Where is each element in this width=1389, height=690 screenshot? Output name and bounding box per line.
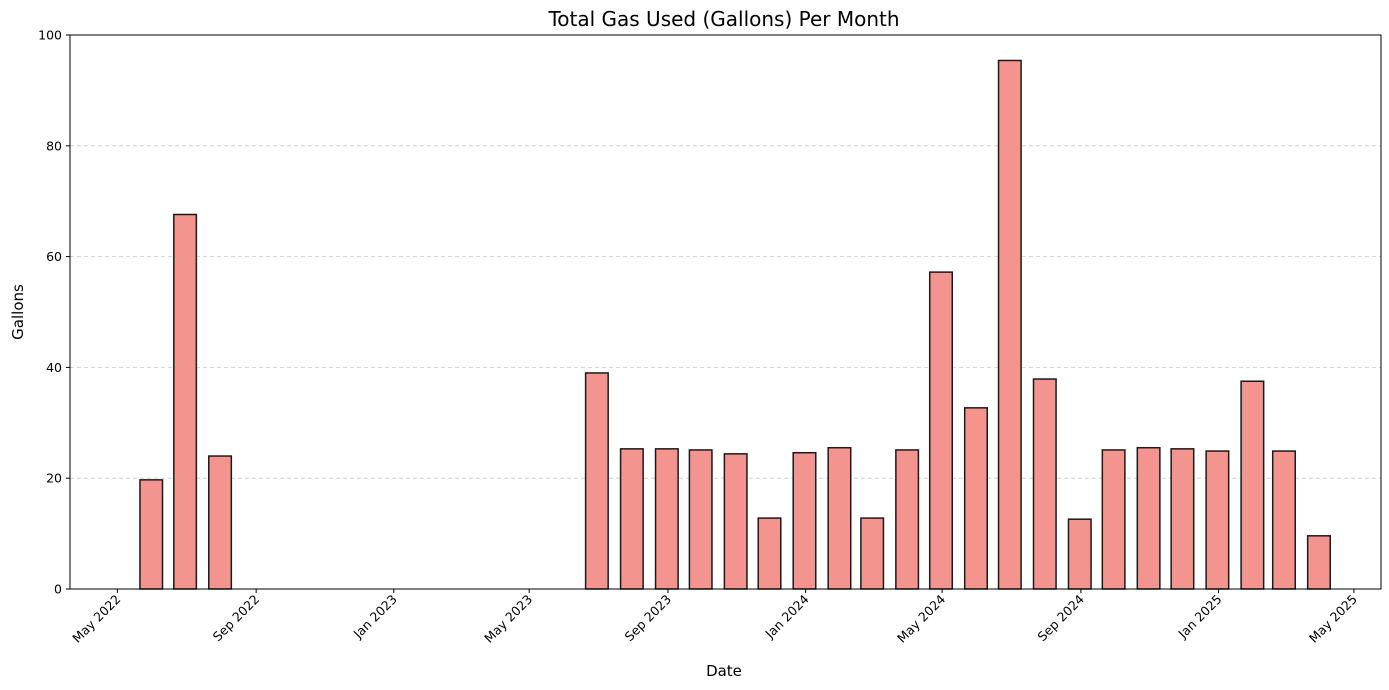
bar: [584, 372, 609, 590]
bar: [139, 479, 164, 590]
y-tick-label: 100: [38, 28, 62, 43]
bar: [1205, 450, 1230, 590]
x-axis-label: Date: [706, 662, 742, 680]
bar: [997, 59, 1022, 590]
bar: [688, 449, 713, 590]
bar: [654, 448, 679, 590]
bar: [928, 271, 954, 590]
plot-frame: [69, 34, 1382, 590]
bars: [139, 59, 1331, 590]
y-tick-label: 20: [46, 471, 62, 486]
bar: [723, 453, 748, 590]
bar: [860, 517, 885, 590]
y-axis-ticks: 0 20 40 60 80 100: [38, 28, 70, 597]
bar: [1101, 449, 1126, 590]
bar: [1306, 535, 1331, 590]
bar: [1136, 446, 1161, 590]
bar: [963, 407, 988, 590]
bar: [173, 213, 198, 590]
y-tick-label: 60: [46, 249, 62, 264]
chart-title: Total Gas Used (Gallons) Per Month: [547, 7, 899, 31]
y-tick-label: 80: [46, 138, 62, 153]
bar: [1240, 380, 1265, 590]
bar: [1032, 378, 1057, 590]
bar: [208, 455, 233, 590]
y-axis-label: Gallons: [9, 284, 27, 340]
y-tick-label: 40: [46, 360, 62, 375]
bar: [1067, 518, 1092, 590]
y-tick-label: 0: [54, 582, 62, 597]
bar: [757, 517, 782, 590]
bar: [1170, 448, 1195, 590]
bar: [619, 448, 644, 590]
bar: [827, 446, 852, 590]
bar: [1271, 450, 1297, 590]
bar: [792, 451, 817, 590]
bar: [895, 449, 920, 590]
